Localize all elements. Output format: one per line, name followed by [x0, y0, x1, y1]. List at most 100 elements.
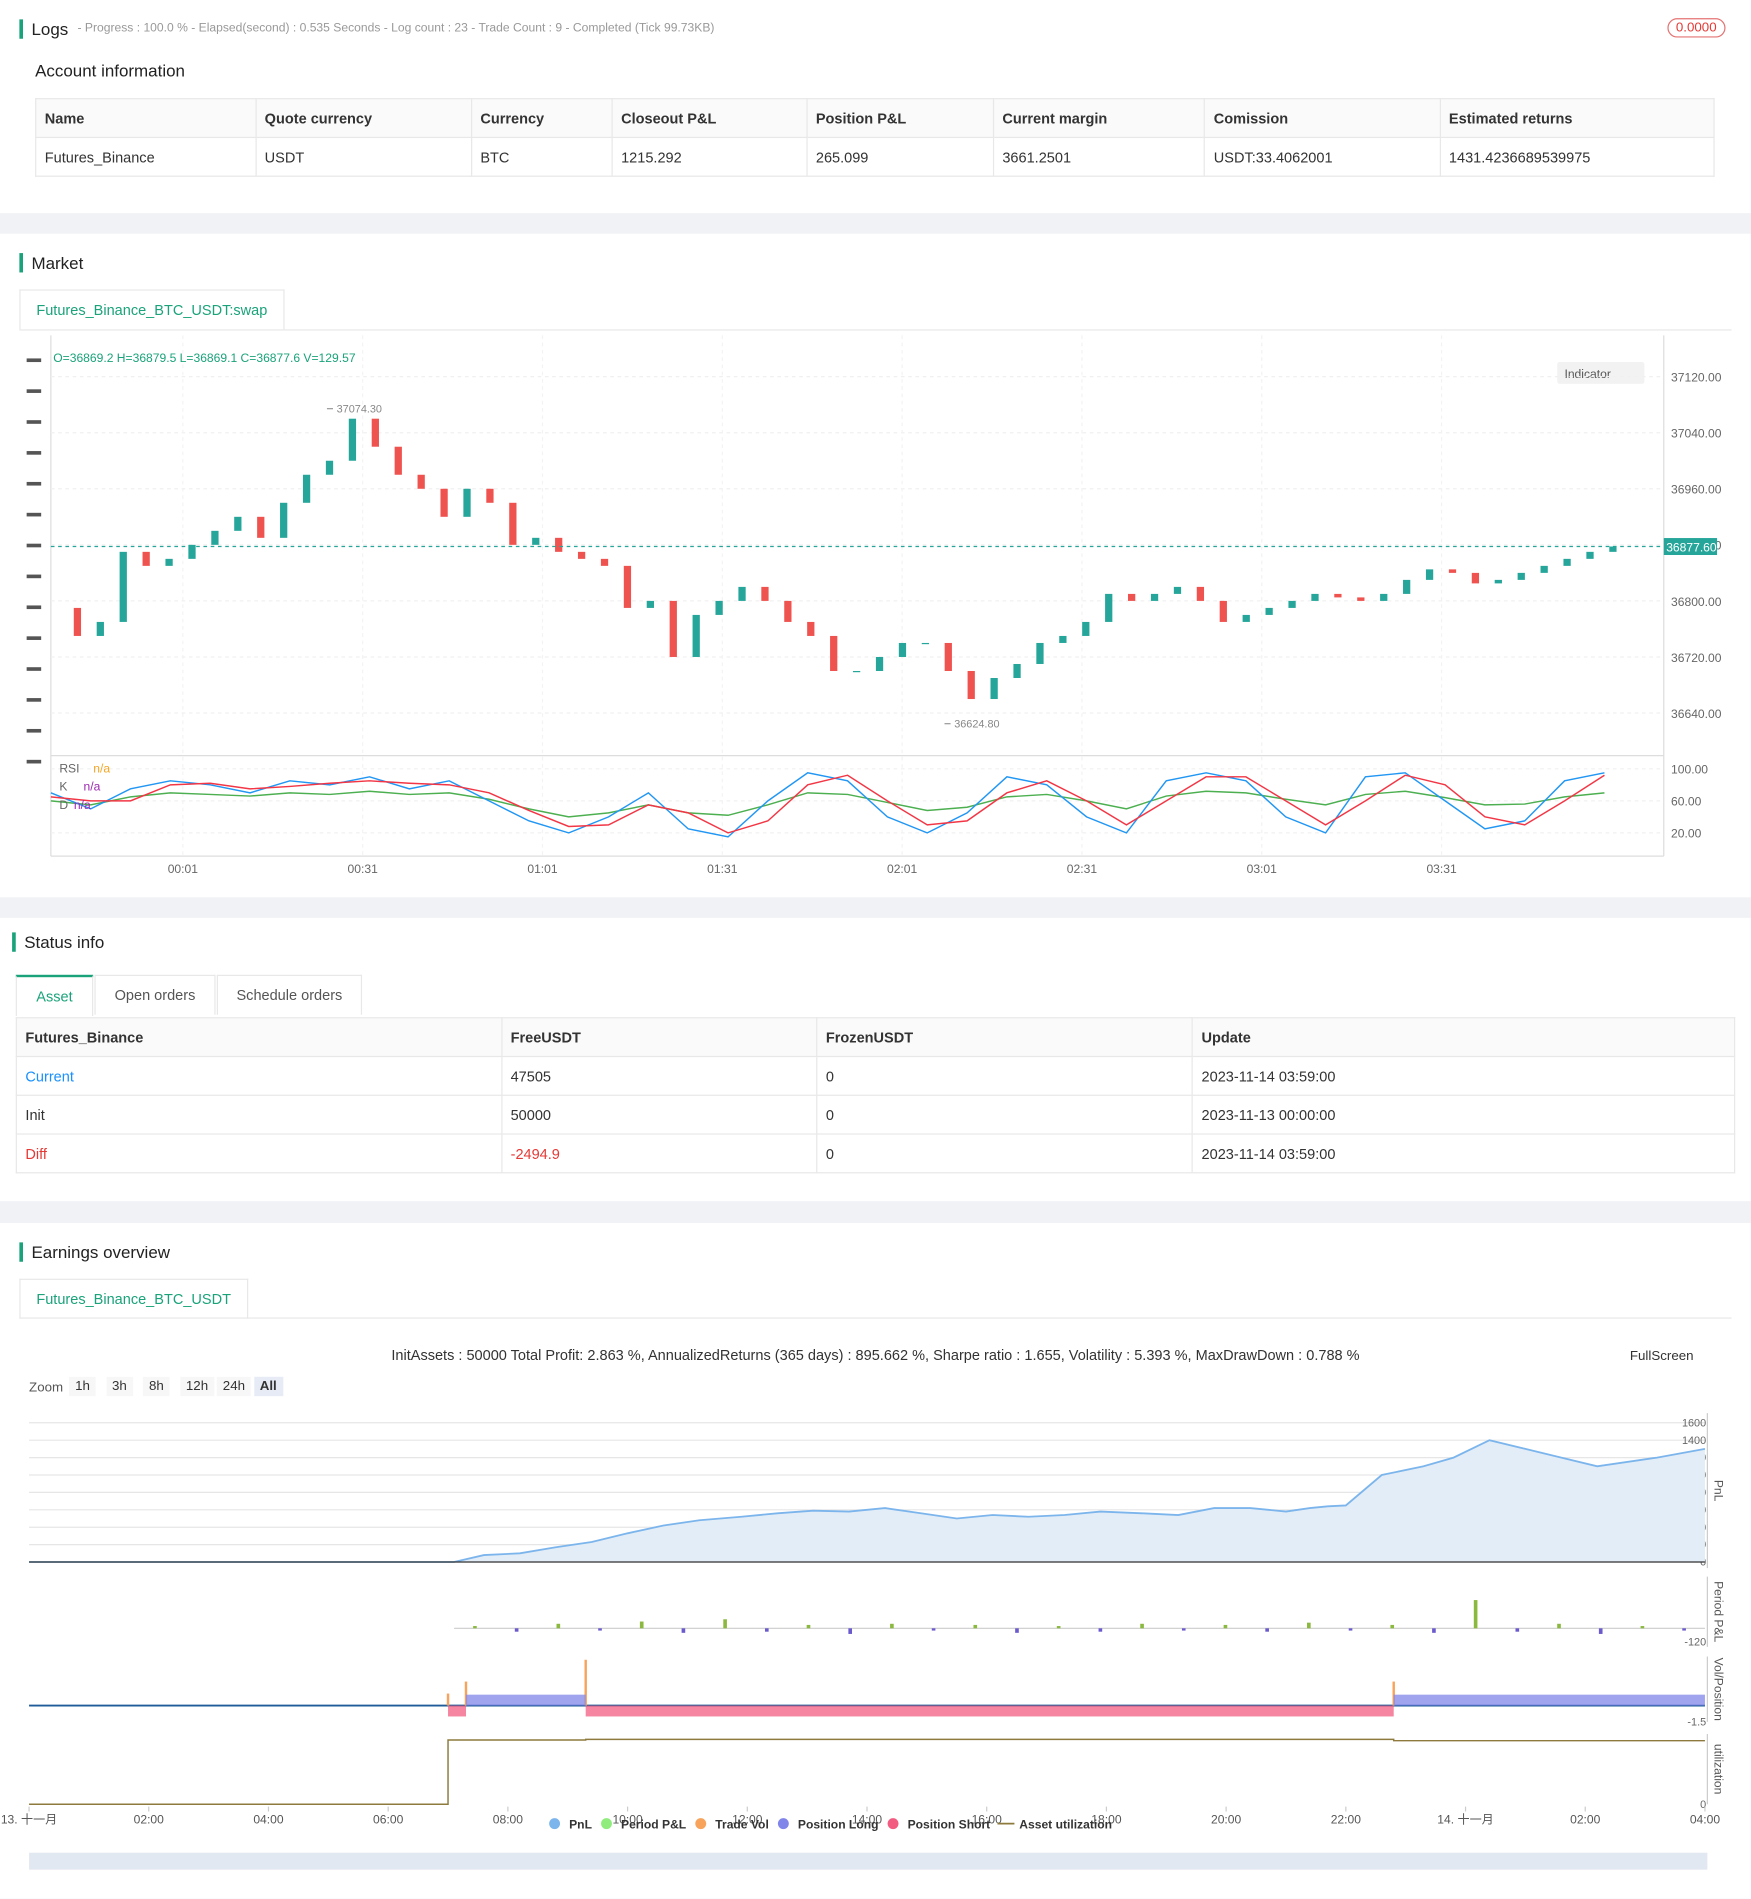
- header-row: Futures_Binance FreeUSDT FrozenUSDT Update: [15, 1017, 1736, 1058]
- y-tick-label: 1400: [1682, 1435, 1706, 1447]
- logs-panel: Logs - Progress : 100.0 % - Elapsed(seco…: [0, 0, 1751, 214]
- status-tab[interactable]: Schedule orders: [216, 974, 363, 1015]
- tool-icon[interactable]: [26, 667, 42, 671]
- period-bar: [723, 1619, 727, 1629]
- header-cell: Quote currency: [254, 98, 472, 139]
- zoom-button[interactable]: 8h: [142, 1376, 170, 1397]
- account-title: Account information: [35, 60, 185, 80]
- tool-icon[interactable]: [26, 698, 42, 702]
- candle: [1494, 579, 1502, 584]
- x-tick-label: 02:01: [887, 862, 918, 876]
- legend-label[interactable]: Period P&L: [621, 1817, 687, 1831]
- zoom-button[interactable]: All: [253, 1376, 283, 1397]
- divider: [19, 329, 1732, 331]
- y-tick-label: 1600: [1682, 1417, 1706, 1429]
- zoom-button[interactable]: 1h: [69, 1376, 96, 1397]
- legend-label[interactable]: Asset utilization: [1019, 1817, 1112, 1831]
- x-tick-label: 10:00: [612, 1813, 643, 1827]
- x-tick-label: 02:00: [1570, 1813, 1601, 1827]
- candle: [1471, 572, 1480, 584]
- tool-icon[interactable]: [26, 759, 42, 764]
- zoom-button[interactable]: 24h: [216, 1376, 252, 1397]
- cell: BTC: [470, 136, 613, 177]
- zoom-button[interactable]: 12h: [179, 1376, 215, 1397]
- candle: [1311, 593, 1319, 601]
- legend-label[interactable]: PnL: [569, 1817, 592, 1831]
- market-tab[interactable]: Futures_Binance_BTC_USDT:swap: [19, 289, 285, 330]
- tool-icon[interactable]: [26, 389, 42, 393]
- cell: 50000: [500, 1094, 818, 1135]
- market-chart: O=36869.2 H=36879.5 L=36869.1 C=36877.6 …: [26, 335, 1722, 876]
- period-bar: [1390, 1624, 1395, 1629]
- period-bar: [1432, 1628, 1436, 1633]
- account-table: Name Quote currency Currency Closeout P&L Po…: [35, 98, 1715, 177]
- position-bar: [465, 1694, 586, 1706]
- candle: [715, 600, 723, 615]
- y-tick-label: 36800.00: [1671, 595, 1722, 609]
- cell: -2494.9: [500, 1133, 818, 1174]
- earnings-tab[interactable]: Futures_Binance_BTC_USDT: [19, 1278, 248, 1319]
- candle: [1563, 558, 1571, 566]
- tool-icon[interactable]: [26, 420, 42, 424]
- candle: [1105, 593, 1113, 622]
- tool-icon[interactable]: [26, 636, 42, 640]
- period-bar: [1098, 1628, 1103, 1632]
- tool-icon[interactable]: [26, 512, 42, 517]
- candle: [761, 586, 769, 601]
- y-tick-label: 36640.00: [1671, 707, 1722, 721]
- candle: [1242, 614, 1250, 622]
- period-bar: [1307, 1622, 1311, 1629]
- candle: [967, 670, 975, 700]
- header-cell: FrozenUSDT: [816, 1017, 1194, 1058]
- period-bar: [848, 1628, 853, 1634]
- tool-icon[interactable]: [26, 605, 42, 610]
- summary: InitAssets : 50000 Total Profit: 2.863 %…: [391, 1346, 1360, 1364]
- cell: 47505: [500, 1055, 818, 1096]
- status-tab[interactable]: Asset: [15, 974, 94, 1016]
- x-tick-label: 04:00: [253, 1813, 284, 1827]
- earnings-title: Earnings overview: [19, 1242, 170, 1262]
- status-tab[interactable]: Open orders: [94, 974, 216, 1015]
- candle: [257, 516, 265, 538]
- tool-icon[interactable]: [26, 358, 42, 363]
- indicator-button[interactable]: [1557, 362, 1645, 384]
- tool-icon[interactable]: [26, 728, 42, 733]
- candle: [623, 565, 632, 608]
- tool-icon[interactable]: [26, 481, 42, 486]
- period-bar: [1473, 1600, 1478, 1629]
- status-table: Futures_Binance FreeUSDT FrozenUSDT Update C…: [15, 1017, 1736, 1174]
- period-bar: [639, 1621, 644, 1629]
- cell: 2023-11-14 03:59:00: [1191, 1055, 1736, 1096]
- x-tick-label: 02:31: [1067, 862, 1098, 876]
- candle: [646, 600, 654, 608]
- candle: [142, 551, 150, 566]
- candle: [1173, 586, 1182, 594]
- period-bar: [764, 1628, 769, 1632]
- position-bar: [1393, 1694, 1705, 1706]
- candle: [692, 614, 700, 657]
- period-bar: [1515, 1628, 1520, 1632]
- indicator-line: [50, 774, 1605, 834]
- zoom-button[interactable]: 3h: [105, 1376, 133, 1397]
- candle: [830, 635, 838, 671]
- candle: [944, 642, 952, 671]
- tool-icon[interactable]: [26, 574, 42, 579]
- header-cell: Position P&L: [806, 98, 994, 139]
- x-tick-label: 00:01: [168, 862, 199, 876]
- legend-label[interactable]: Position Long: [798, 1817, 879, 1831]
- legend-label[interactable]: Trade Vol: [715, 1817, 769, 1831]
- legend-name: K: [59, 780, 67, 794]
- tool-icon[interactable]: [26, 543, 42, 548]
- legend-label[interactable]: Position Short: [908, 1817, 991, 1831]
- candle: [1059, 635, 1067, 643]
- trade-vol: [584, 1659, 587, 1706]
- annotation-label: 36624.80: [954, 718, 999, 730]
- row: Init 50000 0 2023-11-13 00:00:00: [15, 1094, 1736, 1135]
- x-tick-label: 06:00: [373, 1813, 404, 1827]
- fullscreen[interactable]: FullScreen: [1629, 1348, 1694, 1364]
- trade-vol: [1392, 1681, 1395, 1706]
- cell: Diff: [15, 1133, 503, 1174]
- tool-icon[interactable]: [26, 451, 42, 455]
- candle: [280, 502, 288, 538]
- candle: [1013, 663, 1021, 679]
